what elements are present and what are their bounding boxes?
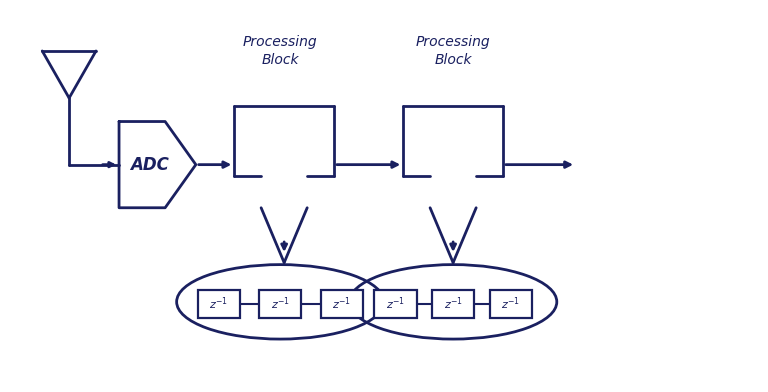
Text: ADC: ADC (131, 156, 169, 174)
Text: $z^{-1}$: $z^{-1}$ (502, 296, 520, 312)
Bar (432, 290, 474, 318)
Text: $z^{-1}$: $z^{-1}$ (333, 296, 351, 312)
Text: $z^{-1}$: $z^{-1}$ (210, 296, 228, 312)
Text: Processing
Block: Processing Block (415, 35, 491, 67)
Bar (259, 290, 301, 318)
Bar (490, 290, 531, 318)
Text: $z^{-1}$: $z^{-1}$ (444, 296, 462, 312)
Bar (321, 290, 362, 318)
Bar (374, 290, 416, 318)
Bar (197, 290, 240, 318)
Text: Processing
Block: Processing Block (243, 35, 318, 67)
Text: $z^{-1}$: $z^{-1}$ (386, 296, 405, 312)
Text: $z^{-1}$: $z^{-1}$ (271, 296, 290, 312)
